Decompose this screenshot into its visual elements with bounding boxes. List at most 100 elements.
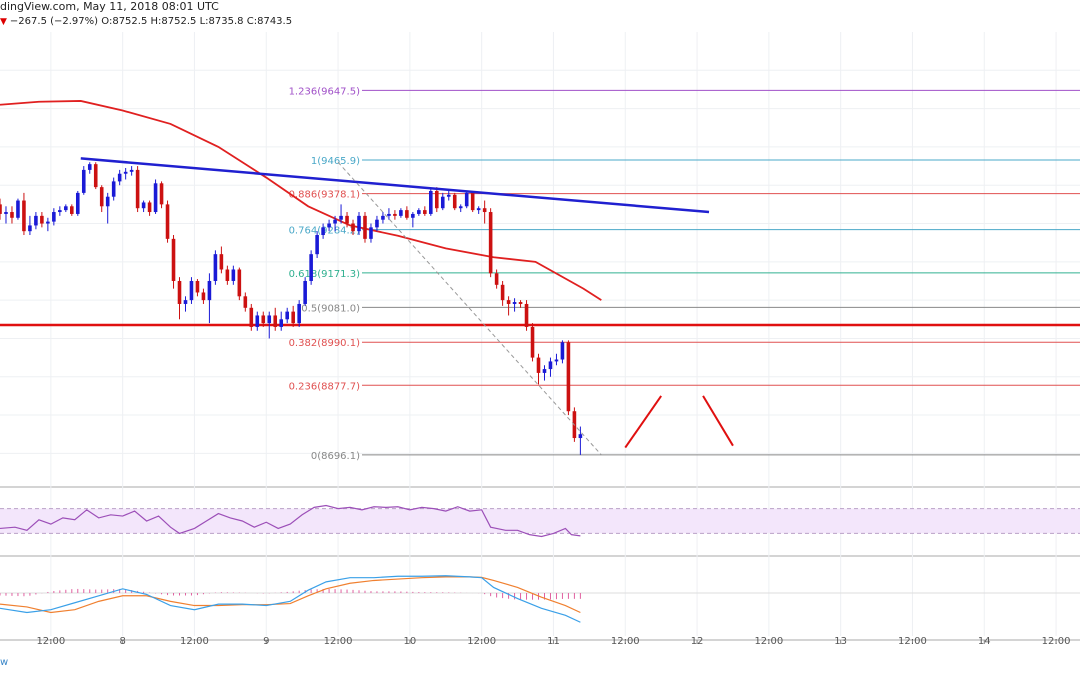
candle [303, 277, 307, 306]
candle-body [117, 173, 122, 182]
candle [572, 407, 577, 442]
candle [52, 208, 56, 226]
candle-body [4, 212, 8, 214]
candle-body [297, 303, 301, 324]
candle-body [458, 206, 463, 209]
candle-body [225, 269, 230, 281]
candle-body [93, 164, 98, 188]
candle-body [237, 269, 242, 297]
candle [434, 187, 439, 213]
candle-body [189, 280, 194, 301]
fib-level-label: 0.886(9378.1) [289, 190, 361, 201]
candle [195, 279, 200, 297]
fib-level-label: 0.236(8877.7) [289, 381, 361, 392]
candle-body [578, 434, 583, 439]
candle-body [333, 219, 337, 224]
candle [123, 167, 128, 180]
candle [261, 311, 266, 327]
candle [494, 269, 499, 289]
candle [285, 307, 289, 324]
candle [405, 206, 409, 220]
candle-body [512, 302, 517, 304]
candle [417, 208, 421, 216]
candle-body [309, 254, 313, 281]
projection-line [624, 395, 662, 449]
candle [464, 190, 469, 209]
candle [560, 340, 565, 364]
candle [381, 212, 385, 224]
candle [387, 208, 391, 220]
candle [237, 267, 242, 301]
trend-line [80, 157, 710, 214]
candle-body [81, 169, 86, 193]
candle-body [129, 169, 134, 172]
x-tick-label: 12 [691, 636, 704, 647]
candle-body [273, 315, 278, 327]
candle-body [572, 411, 577, 439]
candle-body [321, 227, 325, 236]
projection-line [702, 395, 734, 447]
candle [554, 353, 559, 366]
candle [255, 311, 260, 331]
candle-body [177, 280, 182, 304]
candle-body [207, 280, 212, 301]
candle [279, 311, 284, 331]
candle-body [141, 202, 146, 209]
candle-body [58, 210, 62, 213]
candle [273, 307, 278, 331]
candle-body [0, 204, 2, 214]
candle-body [22, 200, 26, 232]
candle-body [381, 215, 385, 220]
candle [243, 292, 248, 312]
candle-body [111, 181, 116, 197]
candles [0, 162, 583, 455]
fib-level-label: 0.618(9171.3) [289, 269, 361, 280]
candle [506, 296, 511, 316]
x-tick-label: 12:00 [611, 636, 640, 647]
open-label: O: [101, 16, 113, 27]
candle [99, 185, 104, 213]
candle [40, 212, 44, 228]
fib-level-label: 0.5(9081.0) [301, 303, 360, 314]
candle [267, 311, 272, 339]
candle-body [99, 187, 104, 207]
candle-body [243, 296, 248, 308]
candle-body [429, 190, 433, 214]
candle [530, 323, 535, 362]
candle [375, 215, 379, 232]
candle-body [339, 215, 343, 220]
candle-body [261, 315, 266, 324]
candle-body [440, 196, 445, 209]
candle [177, 277, 182, 320]
candle-body [566, 342, 571, 412]
candle-body [518, 302, 523, 304]
candle [153, 179, 158, 214]
candle-body [195, 280, 200, 293]
x-tick-label: 12:00 [180, 636, 209, 647]
x-tick-label: 12:00 [36, 636, 65, 647]
candle-body [482, 208, 487, 213]
candle-body [369, 227, 373, 239]
candle-body [171, 238, 176, 281]
x-tick-label: 12:00 [754, 636, 783, 647]
candle [363, 212, 367, 243]
candle [297, 300, 301, 327]
candle [452, 192, 457, 211]
candle [117, 169, 122, 186]
candle [315, 231, 319, 258]
candle [411, 212, 415, 228]
candle-body [255, 315, 260, 327]
candle-body [351, 223, 355, 232]
candle [357, 212, 361, 236]
candle [64, 204, 68, 213]
low-value: 8735.8 [208, 16, 244, 27]
candle [159, 181, 164, 209]
candle [219, 246, 224, 274]
candle-body [345, 215, 349, 224]
rsi-panel [0, 504, 1080, 538]
rsi-band [0, 508, 1080, 534]
candle-body [494, 273, 499, 285]
candle-body [464, 192, 469, 207]
candle [58, 206, 62, 216]
